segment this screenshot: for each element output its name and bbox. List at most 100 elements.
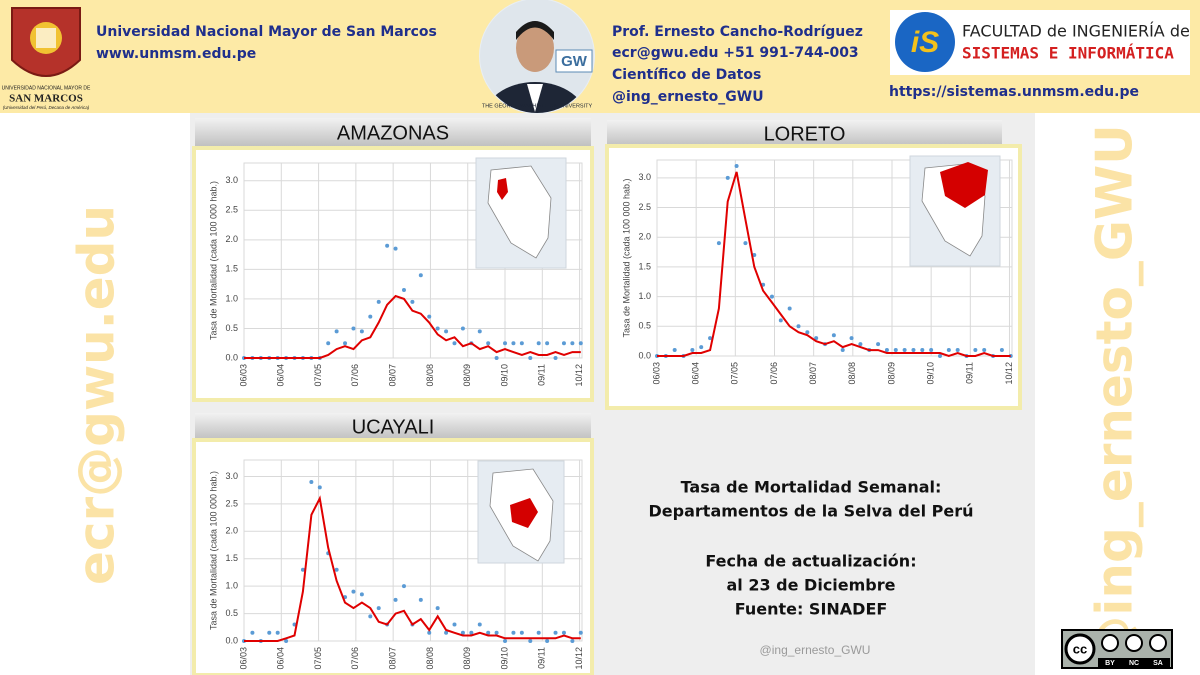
info-text: Tasa de Mortalidad Semanal: [681,478,942,497]
map-region [940,162,988,208]
y-axis-label: Tasa de Mortalidad (cada 100 000 hab.) [208,471,218,630]
data-point [427,314,432,319]
data-point [902,348,907,353]
data-line [244,294,581,359]
data-point [359,329,364,334]
y-tick-label: 2.5 [225,498,238,508]
data-point [982,348,987,353]
data-point [920,348,925,353]
license-label: BY [1105,660,1115,667]
x-tick-label: 09/11 [965,362,975,384]
faculty-line2: SISTEMAS E INFORMÁTICA [962,44,1174,63]
data-point [716,241,721,246]
y-tick-label: 2.5 [638,202,651,212]
data-point [359,592,364,597]
data-point [486,630,491,635]
data-point [511,630,516,635]
data-point [503,341,508,346]
data-point [690,348,695,353]
y-tick-label: 0.0 [225,635,238,645]
y-tick-label: 2.0 [225,526,238,536]
data-point [376,606,381,611]
y-tick-label: 2.5 [225,205,238,215]
data-point [435,326,440,331]
photo-badge: GW [561,53,588,70]
license-icon [1101,634,1119,652]
faculty-line1: FACULTAD de INGENIERÍA de [962,22,1190,41]
data-line [657,171,1011,358]
y-tick-label: 1.0 [638,291,651,301]
author-role: Científico de Datos [612,67,761,83]
data-point [368,614,373,619]
author-handle: @ing_ernesto_GWU [612,89,764,105]
x-tick-label: 06/03 [238,364,248,387]
title-bar [607,120,1002,148]
data-point [545,341,550,346]
data-point [452,341,457,346]
data-point [831,333,836,338]
data-point [858,342,863,347]
x-tick-label: 08/09 [462,364,472,387]
author-photo [479,0,595,114]
y-tick-label: 1.5 [225,264,238,274]
university-name: Universidad Nacional Mayor de San Marcos [96,24,437,40]
data-point [911,348,916,353]
y-tick-label: 0.5 [225,608,238,618]
data-point [528,356,533,360]
y-axis-label: Tasa de Mortalidad (cada 100 000 hab.) [621,178,631,337]
data-point [553,356,558,360]
photo-caption: THE GEORGE WASHINGTON UNIVERSITY [482,103,593,109]
data-point [351,589,356,594]
data-point [275,630,280,635]
info-text: Departamentos de la Selva del Perú [649,502,974,521]
x-tick-label: 07/05 [730,362,740,385]
y-tick-label: 3.0 [225,471,238,481]
data-point [955,348,960,353]
y-tick-label: 1.0 [225,581,238,591]
data-point [743,241,748,246]
data-point [814,336,819,341]
x-tick-label: 08/08 [847,362,857,385]
data-point [840,348,845,353]
data-point [368,314,373,319]
data-point [929,348,934,353]
data-point [385,243,390,248]
data-point [427,630,432,635]
y-tick-label: 1.5 [638,261,651,271]
x-tick-label: 09/10 [499,364,509,387]
data-point [317,485,322,490]
y-tick-label: 1.0 [225,293,238,303]
data-point [452,622,457,627]
y-tick-label: 3.0 [225,175,238,185]
data-point [884,348,889,353]
author-name: Prof. Ernesto Cancho-Rodríguez [612,24,863,40]
data-point [578,341,583,346]
university-url: www.unmsm.edu.pe [96,46,256,62]
chart-title: UCAYALI [352,416,435,438]
data-point [300,567,305,572]
x-tick-label: 09/10 [499,647,509,670]
license-strip [1098,658,1170,667]
x-tick-label: 06/04 [691,362,701,385]
data-point [334,567,339,572]
x-tick-label: 10/12 [574,647,584,670]
data-point [418,273,423,278]
data-point [536,630,541,635]
data-point [486,341,491,346]
data-point [267,630,272,635]
data-point [570,639,575,643]
data-point [528,639,533,643]
y-tick-label: 2.0 [225,234,238,244]
x-tick-label: 06/03 [238,647,248,670]
license-icon [1125,634,1143,652]
faculty-logo-globe [895,12,955,72]
data-point [519,630,524,635]
info-text: Fuente: SINADEF [735,600,888,619]
data-point [410,299,415,304]
data-point [893,348,898,353]
data-point [553,630,558,635]
data-point [418,597,423,602]
data-point [876,342,881,347]
data-point [477,622,482,627]
data-point [725,175,730,180]
